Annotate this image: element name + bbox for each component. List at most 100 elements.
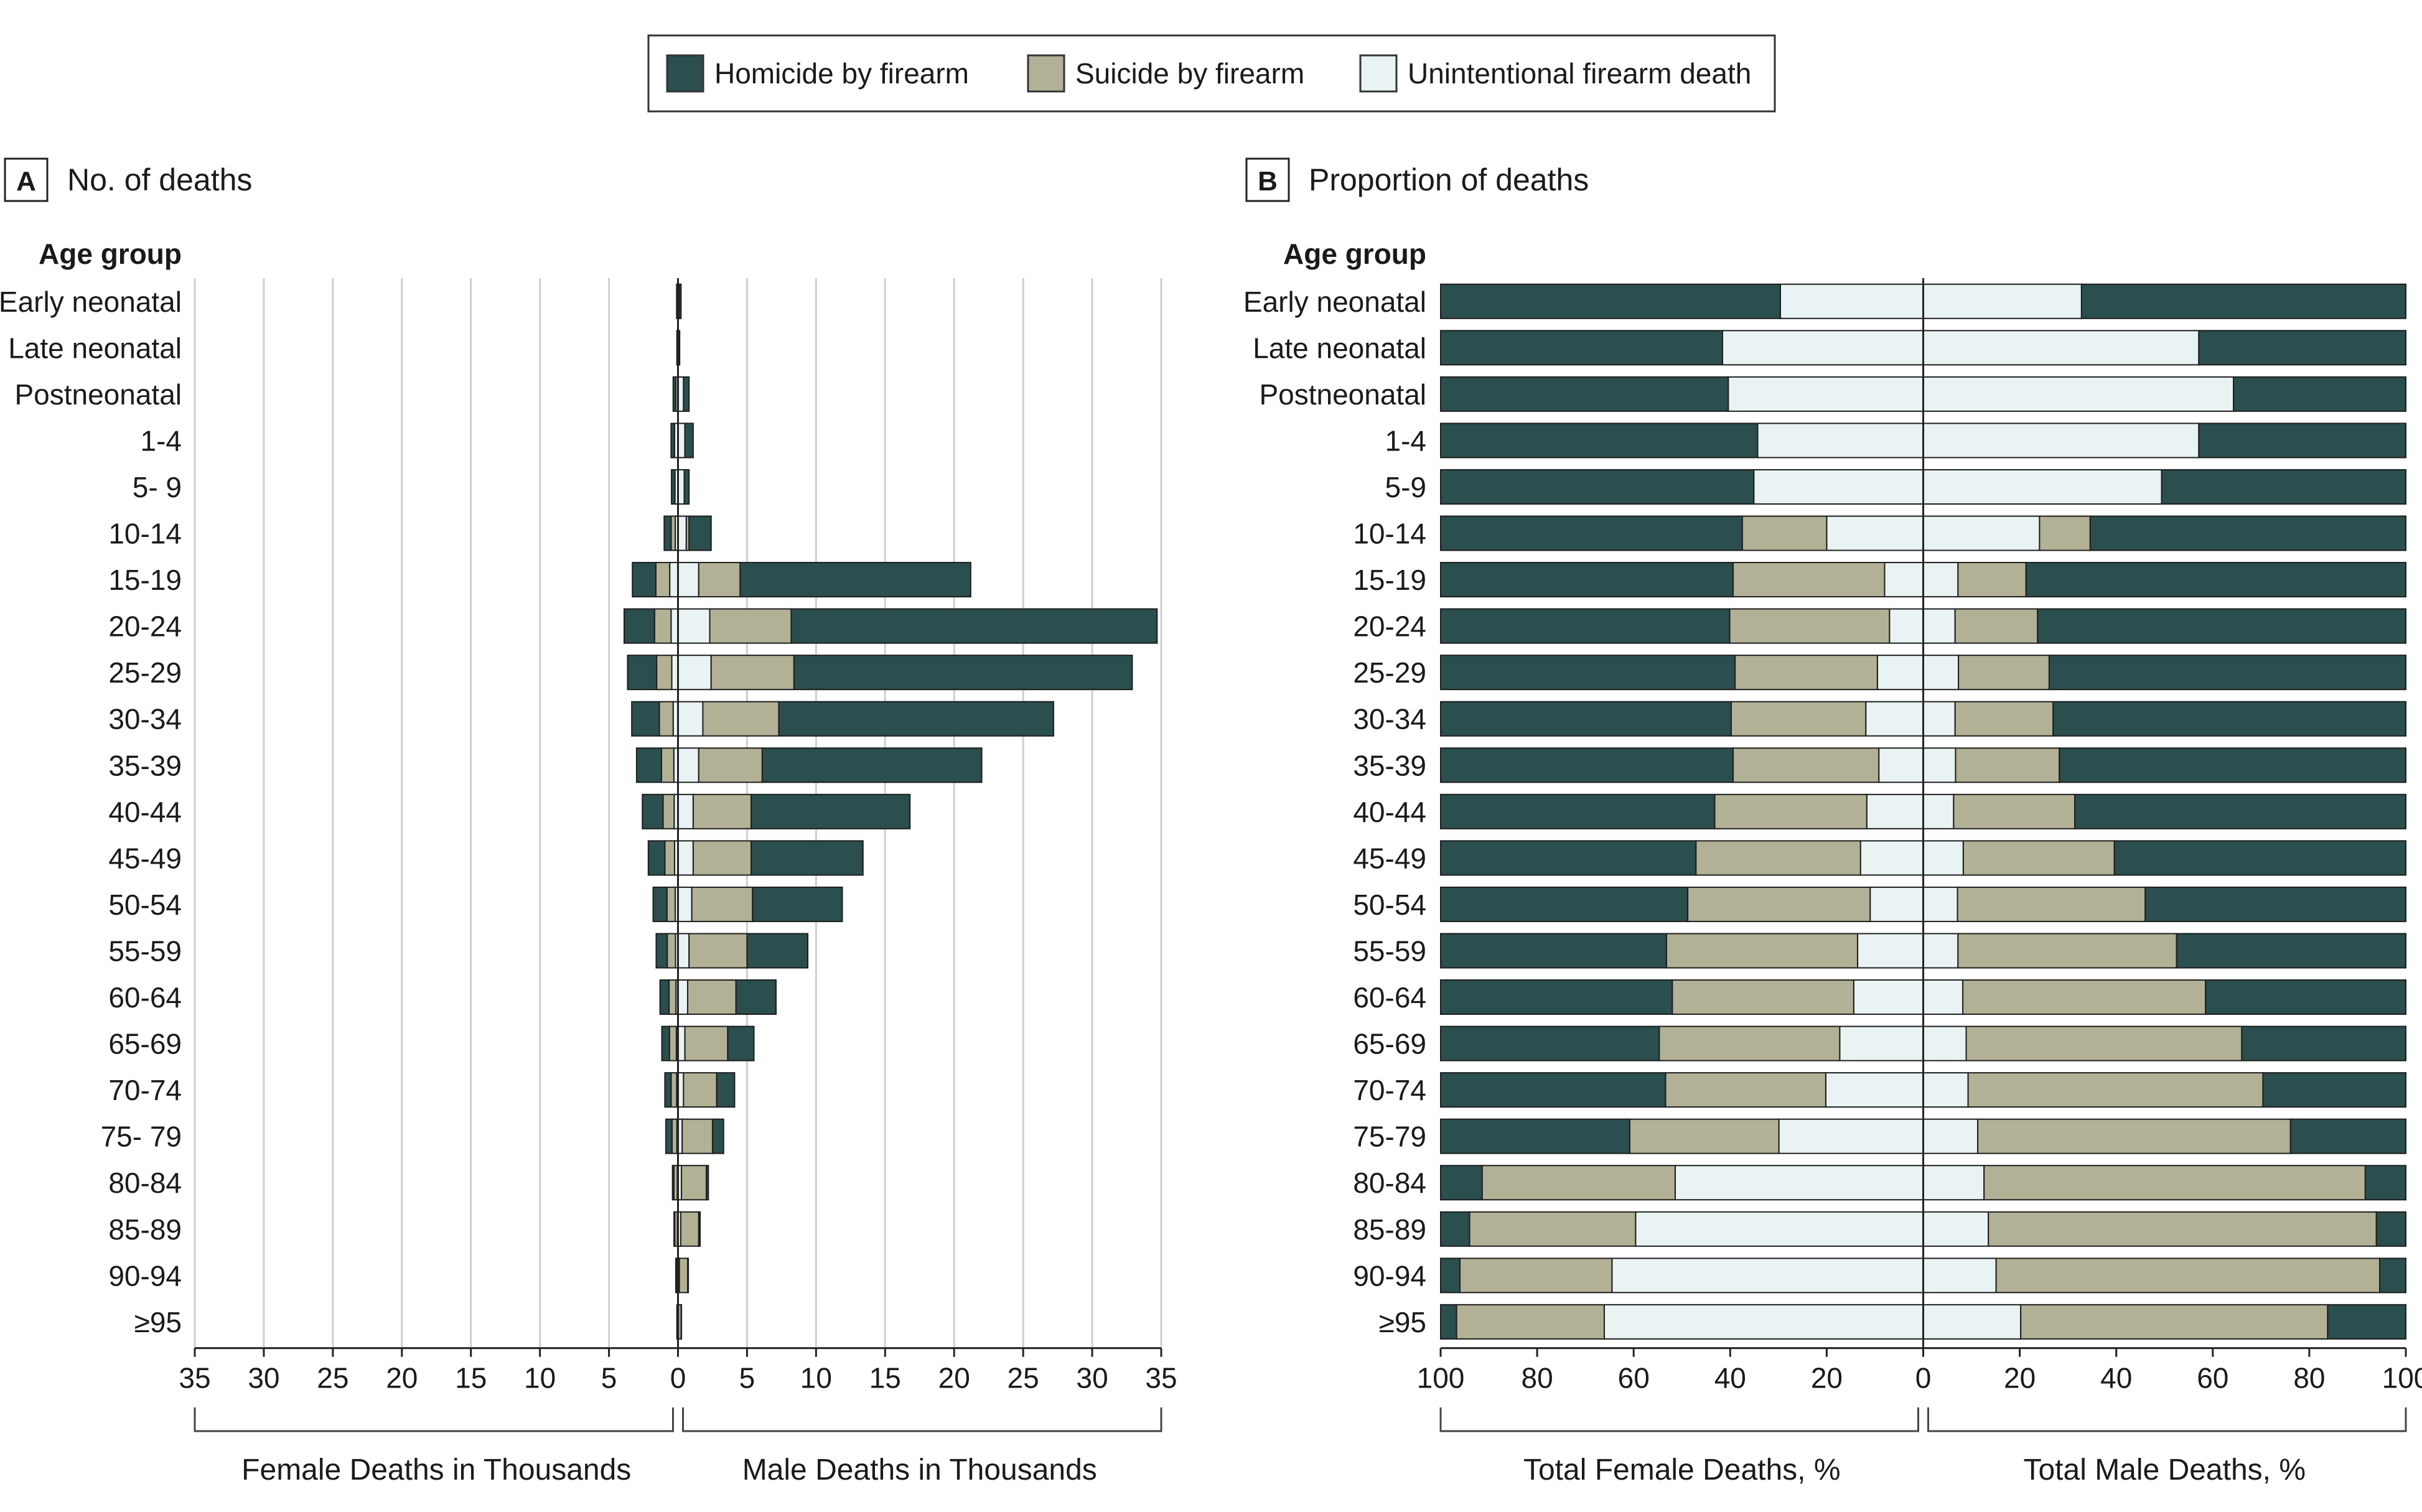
category-label: 25-29 [1353, 656, 1426, 689]
bar-male-suicide [1953, 793, 2076, 829]
bar-female-homicide [1440, 608, 1731, 644]
bar-male-unintentional [1922, 562, 1959, 598]
bar-female-unintentional [1889, 608, 1924, 644]
bar-female-homicide [623, 608, 655, 644]
bar-male-homicide [2327, 1304, 2406, 1340]
bar-male-homicide [2375, 1211, 2407, 1247]
x-tick-label: 5 [601, 1362, 617, 1394]
category-label: 75-79 [1353, 1121, 1426, 1153]
bar-male-unintentional [1922, 1072, 1969, 1108]
bar-female-homicide [655, 933, 668, 969]
bar-female-homicide [1440, 1211, 1470, 1247]
bar-female-suicide [1734, 655, 1878, 691]
bar-male-homicide [2048, 655, 2406, 691]
category-label: 55-59 [1353, 935, 1426, 967]
bar-male-suicide [709, 608, 792, 644]
bar-male-suicide [684, 1025, 729, 1062]
bar-male-suicide [1962, 840, 2115, 876]
bar-male-suicide [678, 1258, 689, 1294]
category-label: 10-14 [108, 518, 182, 550]
category-label: 40-44 [108, 796, 182, 828]
category-label: ≥95 [1379, 1306, 1426, 1338]
bar-male-suicide [2039, 515, 2091, 551]
bar-female-unintentional [670, 608, 679, 644]
bar-female-homicide [1440, 747, 1734, 783]
bar-male-unintentional [1922, 283, 2082, 319]
bar-female-homicide [632, 562, 657, 598]
bar-male-homicide [2176, 933, 2406, 969]
bar-female-suicide [1456, 1304, 1605, 1340]
bar-male-unintentional [1922, 747, 1957, 783]
bar-male-homicide [2161, 469, 2406, 505]
category-label: 50-54 [1353, 889, 1426, 921]
x-tick-label: 30 [1076, 1362, 1108, 1394]
bar-female-homicide [635, 747, 662, 783]
category-label: 65-69 [108, 1028, 182, 1060]
category-label: 90-94 [108, 1259, 182, 1292]
bar-male-homicide [2052, 701, 2407, 737]
bar-male-homicide [705, 1165, 709, 1201]
bracket-female [1439, 1407, 1919, 1432]
bar-male-unintentional [1922, 840, 1964, 876]
legend-swatch-unintentional [1359, 54, 1398, 93]
x-tick-label: 60 [1618, 1362, 1650, 1394]
bar-female-homicide [1440, 283, 1781, 319]
bar-male-unintentional [677, 655, 712, 691]
category-label: 30-34 [1353, 703, 1426, 735]
bar-female-unintentional [1603, 1304, 1924, 1340]
bar-female-homicide [673, 1211, 676, 1247]
bar-male-unintentional [1922, 1025, 1967, 1062]
category-label: Early neonatal [1243, 286, 1426, 318]
bar-female-suicide [1729, 608, 1891, 644]
bar-female-homicide [1440, 562, 1734, 598]
x-tick-label: 35 [1145, 1362, 1177, 1394]
bar-male-unintentional [677, 562, 699, 598]
bar-male-homicide [2379, 1258, 2407, 1294]
bar-female-homicide [670, 422, 675, 459]
bar-female-homicide [1440, 1165, 1483, 1201]
bar-female-homicide [1440, 1118, 1630, 1154]
legend-box [647, 34, 1776, 113]
bar-male-suicide [1957, 886, 2146, 922]
bracket-male [682, 1407, 1162, 1432]
bar-male-homicide [698, 1211, 701, 1247]
bar-male-suicide [710, 655, 795, 691]
bar-female-homicide [1440, 701, 1732, 737]
bar-female-homicide [671, 1165, 675, 1201]
bar-female-suicide [1730, 701, 1867, 737]
x-tick-label: 5 [739, 1362, 755, 1394]
category-label: Early neonatal [0, 286, 182, 318]
bar-female-homicide [671, 469, 676, 505]
category-label: 75- 79 [101, 1121, 182, 1153]
bar-female-homicide [1440, 793, 1716, 829]
bar-male-homicide [678, 283, 682, 319]
bar-male-homicide [2059, 747, 2406, 783]
bar-male-suicide [1983, 1165, 2366, 1201]
x-tick-label: 0 [1915, 1362, 1932, 1394]
bar-female-homicide [1440, 469, 1755, 505]
category-label: 60-64 [1353, 981, 1426, 1014]
bar-male-suicide [698, 747, 763, 783]
bar-female-unintentional [1857, 933, 1924, 969]
category-label: 85-89 [108, 1213, 182, 1246]
bar-male-suicide [681, 1118, 713, 1154]
bar-female-homicide [1440, 1304, 1457, 1340]
category-label: ≥95 [134, 1306, 182, 1338]
category-label: 40-44 [1353, 796, 1426, 828]
bar-female-unintentional [1674, 1165, 1924, 1201]
x-tick-label: 15 [869, 1362, 901, 1394]
bar-male-homicide [2205, 979, 2406, 1015]
category-label: 20-24 [108, 610, 182, 643]
x-tick-label: 40 [2100, 1362, 2132, 1394]
bar-male-suicide [1977, 1118, 2291, 1154]
bar-female-suicide [666, 933, 676, 969]
category-label: 5-9 [1385, 471, 1426, 503]
category-label: Late neonatal [8, 332, 182, 364]
bar-male-homicide [688, 515, 712, 551]
x-tick-label: 40 [1714, 1362, 1746, 1394]
category-label: 55-59 [108, 935, 182, 967]
category-label: 30-34 [108, 703, 182, 735]
bar-female-homicide [627, 655, 658, 691]
bar-male-suicide [698, 562, 741, 598]
